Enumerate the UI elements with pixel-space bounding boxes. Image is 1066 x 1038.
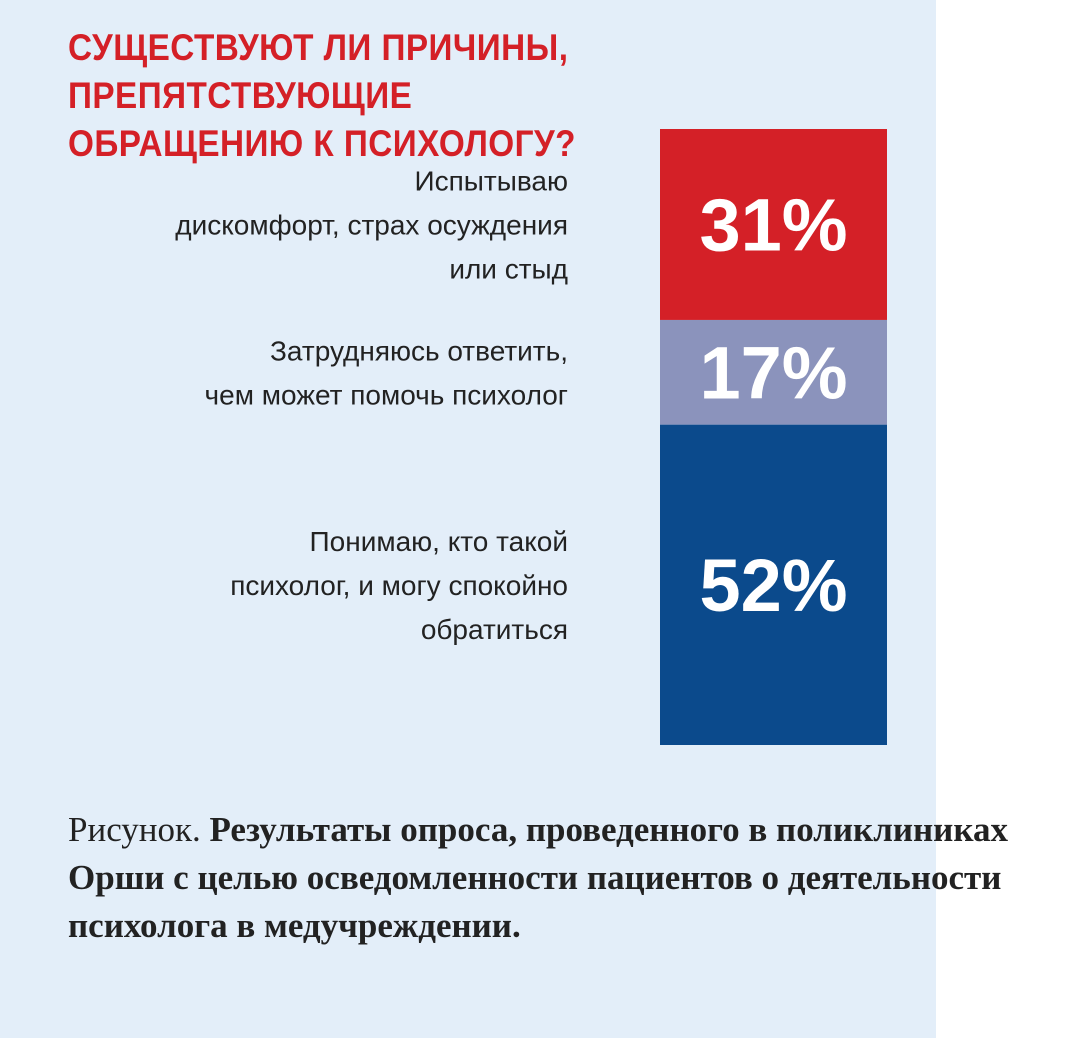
category-label-line: обратиться [421,614,568,645]
figure-caption: Рисунок. Результаты опроса, проведенного… [68,806,1058,950]
category-label-line: Затрудняюсь ответить, [270,335,568,366]
value-label-understand: 52% [699,544,847,627]
category-label-line: Понимаю, кто такой [310,526,568,557]
bar-segment-unsure [660,319,887,425]
category-label-understand: Понимаю, кто такой психолог, и могу споко… [230,526,568,645]
chart-title-line-1: СУЩЕСТВУЮТ ЛИ ПРИЧИНЫ, ПРЕПЯТСТВУЮЩИЕ [68,27,569,116]
bar-segment-discomfort [660,129,887,320]
category-label-line: Испытываю [415,165,569,196]
category-label-line: чем может помочь психолог [205,379,568,410]
caption-prefix: Рисунок. [68,810,201,849]
category-label-line: или стыд [449,253,568,284]
bar-segment-understand [660,424,887,745]
bar-segments [660,129,887,745]
category-label-discomfort: Испытываю дискомфорт, страх осуждения или … [175,165,568,284]
category-label-line: дискомфорт, страх осуждения [175,209,568,240]
category-labels: Испытываю дискомфорт, страх осуждения или … [175,165,568,644]
chart-title: СУЩЕСТВУЮТ ЛИ ПРИЧИНЫ, ПРЕПЯТСТВУЮЩИЕ ОБ… [68,24,842,168]
stacked-bar-chart: 31% 17% 52% Испытываю дискомфорт, страх осу… [175,129,887,745]
category-label-line: психолог, и могу спокойно [230,570,568,601]
category-label-unsure: Затрудняюсь ответить, чем может помочь пс… [205,335,568,410]
value-labels: 31% 17% 52% [699,183,847,626]
chart-title-line-2: ОБРАЩЕНИЮ К ПСИХОЛОГУ? [68,123,576,164]
caption-text: Результаты опроса, проведенного в поликл… [68,810,1008,945]
value-label-discomfort: 31% [699,183,847,266]
value-label-unsure: 17% [699,331,847,414]
